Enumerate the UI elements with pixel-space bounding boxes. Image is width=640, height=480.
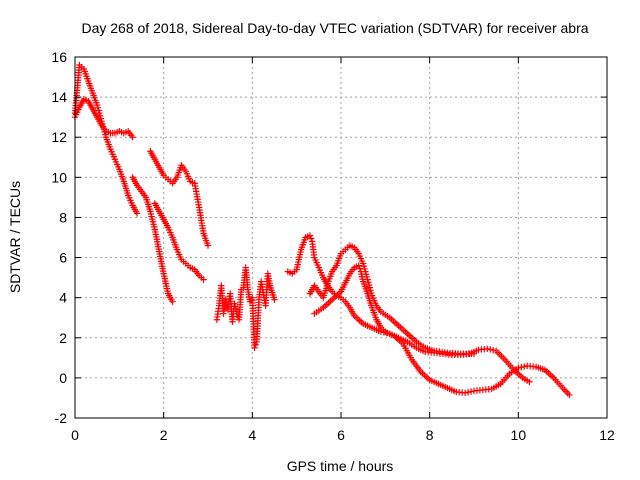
series-trace-c <box>129 174 176 305</box>
y-tick-label: 8 <box>59 209 67 225</box>
data-point <box>251 344 258 352</box>
data-points <box>71 61 573 399</box>
x-tick-label: 0 <box>71 427 79 443</box>
data-point <box>355 262 362 269</box>
data-point <box>515 364 522 372</box>
data-point <box>461 389 469 397</box>
series-trace-i <box>311 262 573 399</box>
data-point <box>487 346 494 353</box>
series-trace-h <box>306 242 478 358</box>
chart-title: Day 268 of 2018, Sidereal Day-to-day VTE… <box>81 20 588 36</box>
data-point <box>133 210 141 217</box>
data-point <box>271 296 278 303</box>
data-point <box>307 235 315 242</box>
data-point <box>200 276 207 283</box>
series-trace-a <box>71 61 141 217</box>
y-tick-label: 6 <box>59 250 67 266</box>
y-tick-label: 16 <box>51 49 67 65</box>
data-point <box>252 341 259 348</box>
y-tick-label: 0 <box>59 370 67 386</box>
y-tick-label: 4 <box>59 290 67 306</box>
y-tick-label: 14 <box>51 89 67 105</box>
data-point <box>204 242 212 249</box>
x-tick-label: 8 <box>426 427 434 443</box>
y-tick-label: 12 <box>51 129 67 145</box>
y-tick-label: 10 <box>51 169 67 185</box>
y-tick-label: 2 <box>59 330 67 346</box>
data-point <box>306 232 314 239</box>
data-point <box>566 391 573 399</box>
data-point <box>467 388 475 395</box>
series-trace-e <box>151 200 207 283</box>
data-point <box>470 350 478 358</box>
x-axis-label: GPS time / hours <box>287 458 394 474</box>
x-tick-label: 10 <box>511 427 527 443</box>
data-point <box>464 389 472 396</box>
y-tick-label: -2 <box>55 410 68 426</box>
y-axis-label: SDTVAR / TECUs <box>7 181 23 293</box>
series-trace-d <box>147 148 212 249</box>
data-point <box>490 346 497 354</box>
x-tick-label: 4 <box>248 427 256 443</box>
data-point <box>518 363 525 371</box>
data-point <box>129 134 136 141</box>
x-tick-label: 2 <box>160 427 168 443</box>
data-point <box>484 345 491 353</box>
data-point <box>169 298 176 305</box>
x-tick-label: 12 <box>599 427 615 443</box>
data-point <box>356 265 364 272</box>
x-tick-label: 6 <box>337 427 345 443</box>
series-trace-f <box>213 264 278 352</box>
data-point <box>521 363 528 370</box>
data-point <box>526 378 533 386</box>
